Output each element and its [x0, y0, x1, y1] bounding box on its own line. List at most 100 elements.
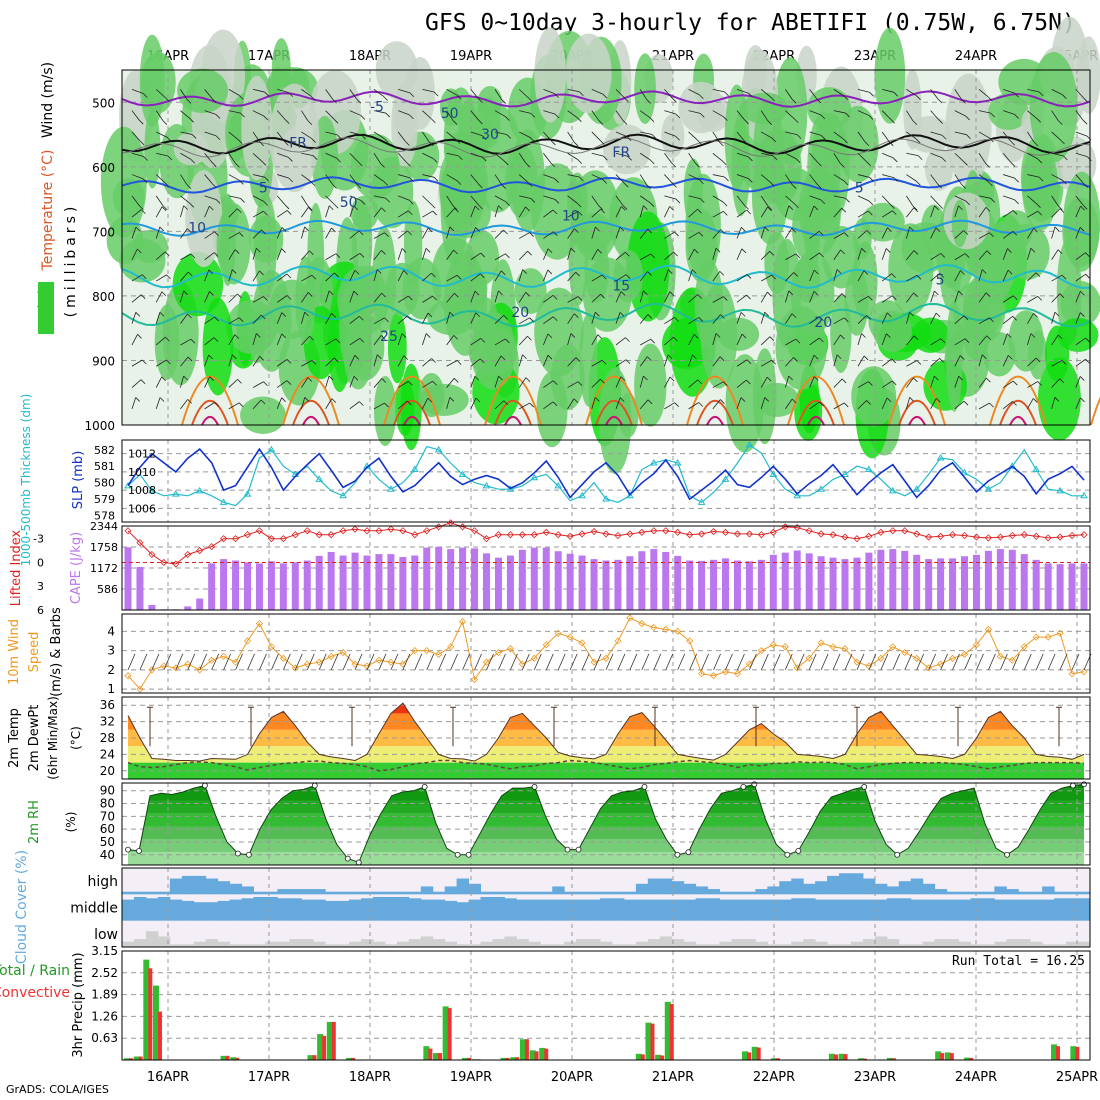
wind-barb-flag — [162, 120, 168, 125]
cape-bar — [901, 550, 909, 610]
wind-barb-flag — [407, 230, 412, 236]
cape-bar — [542, 547, 550, 610]
cloud-middle-bar — [874, 899, 888, 921]
cape-lifted-panel — [122, 519, 1090, 610]
cloud-low-bar — [432, 939, 446, 947]
wind-barb-flag — [764, 226, 769, 232]
wind-barb-flag — [307, 205, 313, 211]
wind10-point — [339, 648, 347, 657]
temperature-contour-35 — [807, 415, 825, 426]
wind-barb — [494, 174, 502, 185]
precip-frame — [121, 950, 1091, 1061]
cloud-high-bar — [611, 891, 625, 895]
wind-barb-flag — [740, 312, 746, 317]
cape-bar — [506, 555, 514, 610]
cloud-level-label: high — [87, 874, 118, 890]
wind-barb — [446, 226, 451, 239]
rh-cell — [634, 343, 667, 427]
lifted-index-point — [674, 528, 682, 536]
cloud-high-bar — [839, 873, 852, 895]
rh-cell — [172, 251, 224, 317]
wind-barb-flag — [474, 375, 480, 381]
wind-barb-flag — [478, 204, 483, 210]
wind-barb-flag — [240, 198, 245, 203]
wind-barb — [954, 131, 967, 136]
wind-barb-flag — [843, 180, 849, 186]
rh2m-frame — [121, 782, 1091, 866]
lifted-axis-label: Lifted Index — [9, 529, 24, 606]
wind-barb — [131, 334, 138, 346]
wind-barb-flag — [328, 290, 334, 296]
lifted-index-point — [196, 547, 204, 555]
cloud-low-bar — [862, 939, 876, 947]
wind-barb — [349, 355, 356, 367]
wind10-barb — [282, 653, 291, 671]
cloud-middle-bar — [695, 898, 709, 921]
cloud-high-bar — [337, 891, 350, 895]
wind-barb-flag — [1057, 334, 1063, 340]
wind-barb-flag — [453, 378, 459, 383]
wind-barb-flag — [892, 157, 898, 163]
wind-barb-flag — [909, 397, 914, 402]
cloud-low-bar — [1066, 941, 1079, 947]
wind-barb-flag — [183, 290, 188, 296]
wind-barb-flag — [813, 205, 819, 211]
lifted-index-point — [817, 530, 825, 538]
cloud-high-bar — [683, 883, 697, 895]
wind10-barb — [163, 653, 172, 671]
wind10-barb — [366, 653, 375, 671]
rh-cell — [775, 306, 827, 390]
wind10-barb — [235, 653, 243, 671]
wind-barb-flag — [260, 399, 266, 405]
thickness-tick: 579 — [94, 493, 115, 506]
wind-barb — [664, 89, 673, 99]
wind10-point — [566, 633, 574, 641]
wind10-barb — [294, 653, 303, 671]
wind10-tick: 4 — [107, 624, 115, 638]
cloud-low-bar — [133, 939, 147, 947]
wind-barb-flag — [1030, 247, 1036, 253]
wind-barb-flag — [719, 271, 725, 276]
wind-barb — [131, 209, 142, 218]
rh-cell — [874, 27, 906, 124]
wind-barb — [664, 291, 671, 303]
temperature-contour — [121, 176, 1091, 194]
wind-barb — [470, 131, 483, 137]
wind-barb — [180, 195, 191, 204]
wind-barb — [978, 153, 986, 164]
wind-barb — [470, 227, 476, 239]
wind-barb — [518, 174, 529, 183]
temp-band — [128, 762, 1084, 779]
wind10-barb — [259, 653, 267, 671]
wind-barb-flag — [261, 229, 266, 235]
wind-barb — [131, 274, 143, 282]
cloud-middle-bar — [480, 896, 493, 921]
cloud-middle-bar — [540, 899, 553, 921]
wind-barb — [446, 292, 455, 303]
rh2m-point — [421, 783, 428, 790]
wind-barb — [857, 270, 865, 282]
cloud-low-bar — [1018, 939, 1031, 947]
wind-barb — [809, 195, 822, 201]
wind-barb — [301, 226, 306, 239]
wind-barb — [664, 354, 669, 367]
wind-barb-flag — [527, 182, 533, 187]
wind-barb-flag — [570, 247, 576, 253]
wind-barb — [833, 317, 845, 325]
wind-barb-flag — [650, 338, 656, 344]
wind-barb-flag — [357, 161, 363, 167]
wind-barb — [301, 195, 309, 207]
wind10-point — [841, 645, 849, 653]
wind-barb-flag — [139, 140, 145, 146]
wind-barb-flag — [500, 355, 506, 361]
precip-tick: 2.52 — [91, 966, 118, 980]
cloud-high-bar — [145, 891, 159, 895]
temperature-contour-35 — [302, 415, 320, 426]
precip-convective-bar — [747, 1052, 752, 1060]
rh-band — [128, 839, 1084, 853]
wind-barb — [180, 205, 185, 218]
cloud-middle-bar — [862, 899, 876, 921]
lifted-index-point — [698, 530, 706, 538]
wind-barb-flag — [552, 209, 558, 215]
wind-barb — [978, 250, 988, 261]
